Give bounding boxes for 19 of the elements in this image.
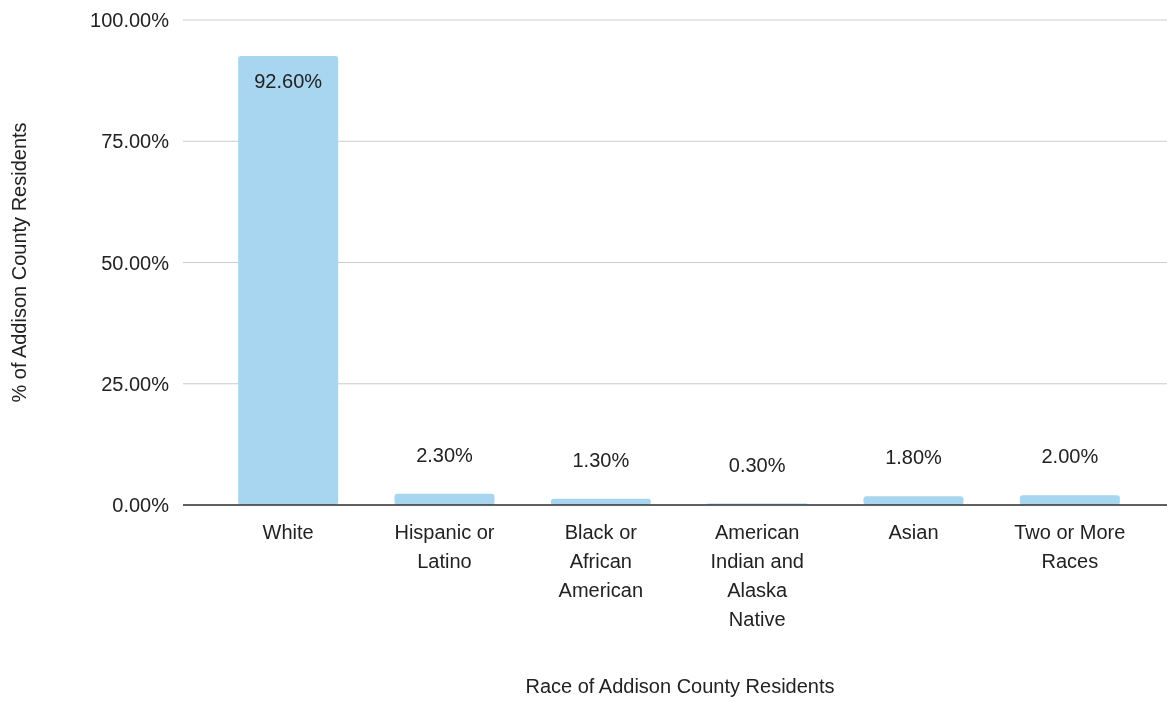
data-label: 1.80% (885, 446, 943, 469)
y-axis-title: % of Addison County Residents (8, 122, 30, 403)
data-label: 0.30% (728, 453, 786, 476)
y-tick-label: 0.00% (112, 494, 170, 516)
x-tick-label: White (262, 521, 314, 543)
x-tick-label: Hispanic or Latino (394, 521, 495, 572)
data-label: 92.60% (254, 69, 323, 92)
data-label: 2.30% (416, 443, 474, 466)
y-tick-label: 50.00% (101, 251, 170, 274)
x-tick-label: Black or African American (558, 521, 644, 601)
data-label: 2.00% (1041, 445, 1099, 468)
y-tick-label: 75.00% (101, 130, 170, 153)
x-axis-title: Race of Addison County Residents (525, 675, 835, 697)
y-tick-label: 100.00% (90, 9, 170, 31)
x-tick-label: Two or More Races (1014, 521, 1126, 572)
data-label: 1.30% (572, 448, 630, 471)
x-tick-label: American Indian and Alaska Native (710, 521, 804, 630)
x-tick-label: Asian (888, 521, 939, 543)
y-tick-label: 25.00% (101, 372, 170, 395)
